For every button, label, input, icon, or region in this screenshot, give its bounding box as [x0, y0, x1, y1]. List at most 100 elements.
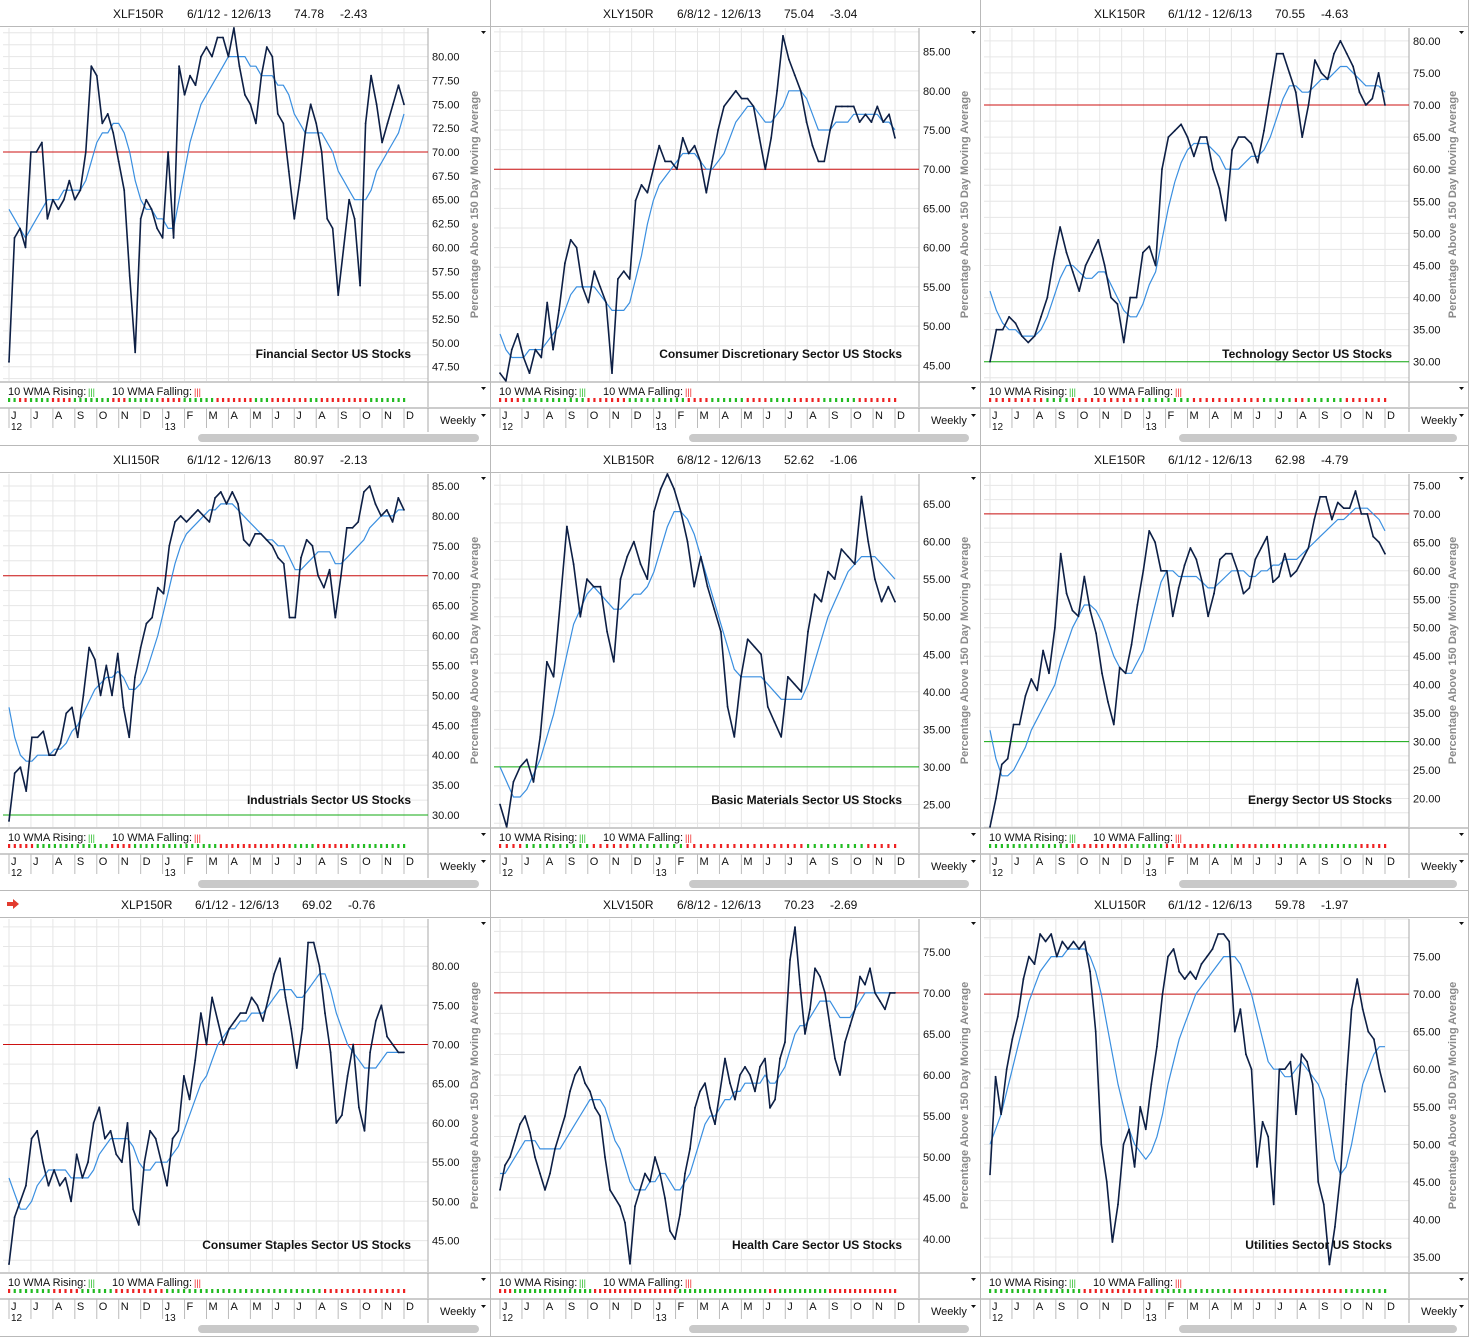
wma-dot [1161, 398, 1164, 402]
horizontal-scrollbar[interactable] [1179, 434, 1457, 442]
price-point [646, 191, 649, 194]
price-point [1111, 1241, 1114, 1243]
price-point [724, 1057, 726, 1060]
period-dropdown-icon[interactable] [971, 414, 976, 417]
y-tick-label: 50.00 [923, 1152, 951, 1164]
wma-dot [689, 1289, 692, 1293]
price-point [1289, 1060, 1292, 1063]
wma-dot [295, 1289, 298, 1293]
price-point [346, 1074, 349, 1077]
wma-dot [260, 398, 263, 402]
price-point [1036, 689, 1039, 692]
wma-dot [1012, 844, 1015, 848]
indicator-menu-icon[interactable] [481, 1278, 486, 1281]
period-selector[interactable]: Weekly [440, 1306, 476, 1318]
horizontal-scrollbar[interactable] [198, 1325, 479, 1333]
period-selector[interactable]: Weekly [931, 415, 967, 427]
indicator-menu-icon[interactable] [971, 1278, 976, 1281]
period-selector[interactable]: Weekly [440, 861, 476, 873]
indicator-menu-icon[interactable] [1459, 1278, 1464, 1281]
wma-dot [880, 844, 883, 848]
horizontal-scrollbar[interactable] [1179, 1325, 1457, 1333]
horizontal-scrollbar[interactable] [689, 434, 969, 442]
indicator-menu-icon[interactable] [971, 387, 976, 390]
month-label: J [1277, 1301, 1283, 1313]
price-point [1167, 136, 1170, 139]
indicator-menu-icon[interactable] [481, 833, 486, 836]
year-label: 13 [656, 868, 668, 879]
chart-svg: 75.0070.0065.0060.0055.0050.0045.0040.00… [981, 918, 1468, 1324]
period-dropdown-icon[interactable] [1459, 860, 1464, 863]
price-point [1160, 569, 1162, 572]
red-arrow-icon[interactable] [6, 898, 20, 910]
indicator-menu-icon[interactable] [971, 833, 976, 836]
wma-dot [1224, 398, 1227, 402]
header-symbol: XLU150R [1094, 898, 1147, 912]
price-point [833, 578, 836, 581]
price-point [185, 520, 188, 523]
period-selector[interactable]: Weekly [440, 415, 476, 427]
period-selector[interactable]: Weekly [1421, 1306, 1457, 1318]
horizontal-scrollbar[interactable] [198, 880, 479, 888]
axis-menu-icon[interactable] [1459, 31, 1464, 34]
wma-dot [605, 398, 608, 402]
period-dropdown-icon[interactable] [481, 414, 486, 417]
wma-dot [1053, 844, 1057, 848]
axis-menu-icon[interactable] [971, 922, 976, 925]
period-dropdown-icon[interactable] [971, 1305, 976, 1308]
price-point [369, 1051, 372, 1054]
axis-menu-icon[interactable] [1459, 477, 1464, 480]
price-point [1360, 512, 1363, 515]
wma-dot [789, 1289, 792, 1293]
month-label: O [590, 410, 599, 422]
indicator-menu-icon[interactable] [481, 387, 486, 390]
y-tick-label: 50.00 [1413, 623, 1441, 635]
horizontal-scrollbar[interactable] [689, 1325, 969, 1333]
horizontal-scrollbar[interactable] [198, 434, 479, 442]
header-date-range: 6/1/12 - 12/6/13 [1168, 898, 1253, 912]
period-selector[interactable]: Weekly [931, 861, 967, 873]
wma-dot [81, 1289, 84, 1293]
axis-menu-icon[interactable] [481, 922, 486, 925]
price-point [532, 781, 535, 783]
price-point [1278, 1068, 1281, 1071]
wma-dot [191, 844, 194, 848]
horizontal-scrollbar[interactable] [1179, 880, 1457, 888]
period-selector[interactable]: Weekly [1421, 415, 1457, 427]
month-label: S [77, 410, 84, 422]
indicator-menu-icon[interactable] [1459, 387, 1464, 390]
period-dropdown-icon[interactable] [481, 1305, 486, 1308]
wma-dot [549, 1289, 552, 1293]
price-point [760, 653, 763, 656]
header-date-range: 6/1/12 - 12/6/13 [195, 898, 280, 912]
month-label: D [634, 1301, 642, 1313]
period-selector[interactable]: Weekly [1421, 861, 1457, 873]
wma-dot [248, 844, 251, 848]
wma-dot [1228, 1289, 1231, 1293]
period-dropdown-icon[interactable] [1459, 1305, 1464, 1308]
wma-dot [68, 398, 71, 402]
period-dropdown-icon[interactable] [971, 860, 976, 863]
price-point [282, 122, 285, 125]
axis-menu-icon[interactable] [481, 31, 486, 34]
price-point [835, 105, 837, 108]
price-point [512, 781, 515, 783]
month-label: N [121, 410, 129, 422]
axis-menu-icon[interactable] [971, 477, 976, 480]
price-point [849, 1024, 851, 1027]
price-point [1122, 1143, 1125, 1146]
period-dropdown-icon[interactable] [481, 860, 486, 863]
rising-label: 10 WMA Rising: [989, 832, 1067, 844]
horizontal-scrollbar[interactable] [689, 880, 969, 888]
period-selector[interactable]: Weekly [931, 1306, 967, 1318]
price-point [540, 356, 543, 359]
axis-menu-icon[interactable] [971, 31, 976, 34]
axis-menu-icon[interactable] [481, 477, 486, 480]
price-point [359, 284, 362, 287]
wma-dot [1366, 844, 1369, 848]
period-dropdown-icon[interactable] [1459, 414, 1464, 417]
axis-menu-icon[interactable] [1459, 922, 1464, 925]
wma-dot [287, 398, 290, 402]
price-point [617, 278, 619, 280]
indicator-menu-icon[interactable] [1459, 833, 1464, 836]
